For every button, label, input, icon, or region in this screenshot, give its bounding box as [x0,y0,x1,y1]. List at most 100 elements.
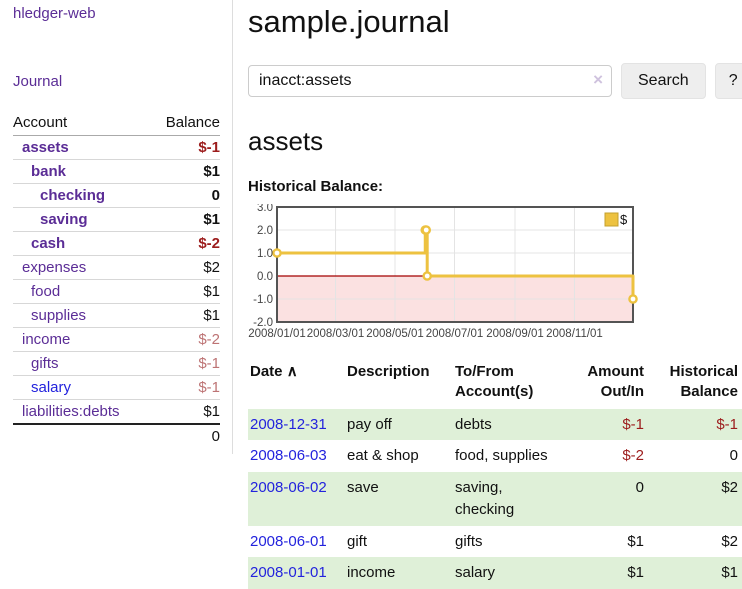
account-balance: $-1 [150,352,220,376]
account-balance: $1 [150,160,220,184]
svg-text:2008/01/01: 2008/01/01 [248,328,306,340]
transaction-amount: $-1 [573,409,648,441]
transaction-date-link[interactable]: 2008-06-01 [250,533,327,550]
transaction-description: save [345,472,453,526]
svg-text:3.0: 3.0 [257,204,273,214]
account-link-assets[interactable]: assets [22,139,69,156]
help-button[interactable]: ? [715,63,742,99]
transaction-description: gift [345,526,453,558]
account-balance: $1 [150,304,220,328]
account-link-salary[interactable]: salary [31,379,71,396]
app-layout: hledger-web Journal Account Balance asse… [0,0,742,589]
account-row: income $-2 [13,328,220,352]
account-row: assets $-1 [13,136,220,160]
search-box: × [248,65,612,97]
account-link-expenses[interactable]: expenses [22,259,86,276]
transaction-date-link[interactable]: 2008-12-31 [250,416,327,433]
transaction-balance: $2 [648,472,742,526]
clear-search-icon[interactable]: × [593,71,603,88]
account-row: checking 0 [13,184,220,208]
account-row: liabilities:debts $1 [13,400,220,425]
register-row: 2008-01-01 income salary $1 $1 [248,557,742,589]
sidebar-nav: Journal [13,73,220,90]
register-header-date[interactable]: Date ∧ [248,358,345,409]
transaction-date-link[interactable]: 2008-01-01 [250,564,327,581]
account-link-income[interactable]: income [22,331,70,348]
account-link-gifts[interactable]: gifts [31,355,59,372]
account-balance: $-2 [150,232,220,256]
main-content: sample.journal × Search ? assets Histori… [233,0,742,589]
account-link-bank[interactable]: bank [31,163,66,180]
transaction-accounts: salary [453,557,573,589]
register-header-row: Date ∧ Description To/From Account(s) Am… [248,358,742,409]
chart-title: Historical Balance: [248,178,742,195]
search-input[interactable] [248,65,612,97]
page-title: sample.journal [248,4,742,40]
transaction-date-link[interactable]: 2008-06-02 [250,479,327,496]
svg-text:$: $ [620,212,628,227]
register-row: 2008-06-03 eat & shop food, supplies $-2… [248,440,742,472]
transaction-description: pay off [345,409,453,441]
transaction-balance: 0 [648,440,742,472]
search-form: × Search ? [248,63,742,99]
transaction-amount: 0 [573,472,648,526]
transaction-amount: $1 [573,526,648,558]
account-balance: $1 [150,208,220,232]
svg-text:2008/11/01: 2008/11/01 [546,328,603,340]
register-header-balance: Historical Balance [648,358,742,409]
account-heading: assets [248,126,742,157]
svg-text:2008/07/01: 2008/07/01 [426,328,484,340]
date-header-label: Date [250,363,283,380]
account-balance: $-1 [150,136,220,160]
register-header-description: Description [345,358,453,409]
account-balance: $-1 [150,376,220,400]
svg-text:0.0: 0.0 [257,271,273,283]
sort-ascending-icon: ∧ [287,363,298,380]
transaction-date-link[interactable]: 2008-06-03 [250,447,327,464]
svg-text:2008/03/01: 2008/03/01 [307,328,365,340]
account-row: cash $-2 [13,232,220,256]
account-balance: $1 [150,400,220,425]
account-row: food $1 [13,280,220,304]
transaction-accounts: food, supplies [453,440,573,472]
accounts-total-row: 0 [13,424,220,448]
account-balance: $2 [150,256,220,280]
svg-text:2008/05/01: 2008/05/01 [366,328,424,340]
register-row: 2008-12-31 pay off debts $-1 $-1 [248,409,742,441]
account-row: expenses $2 [13,256,220,280]
account-row: saving $1 [13,208,220,232]
sidebar-item-journal[interactable]: Journal [13,73,62,90]
svg-text:1.0: 1.0 [257,248,273,260]
account-link-saving[interactable]: saving [40,211,88,228]
account-balance: $-2 [150,328,220,352]
sidebar: hledger-web Journal Account Balance asse… [0,0,233,454]
register-row: 2008-06-01 gift gifts $1 $2 [248,526,742,558]
transaction-amount: $-2 [573,440,648,472]
app-title-link[interactable]: hledger-web [13,5,96,22]
accounts-total-balance: 0 [150,424,220,448]
transaction-amount: $1 [573,557,648,589]
transaction-balance: $-1 [648,409,742,441]
account-balance: 0 [150,184,220,208]
transaction-description: eat & shop [345,440,453,472]
register-header-accounts: To/From Account(s) [453,358,573,409]
account-row: gifts $-1 [13,352,220,376]
accounts-header-row: Account Balance [13,111,220,136]
account-link-supplies[interactable]: supplies [31,307,86,324]
svg-text:-1.0: -1.0 [253,294,273,306]
svg-text:2008/09/01: 2008/09/01 [486,328,544,340]
account-balance: $1 [150,280,220,304]
account-row: salary $-1 [13,376,220,400]
transaction-balance: $2 [648,526,742,558]
transaction-accounts: saving, checking [453,472,573,526]
register-row: 2008-06-02 save saving, checking 0 $2 [248,472,742,526]
accounts-table: Account Balance assets $-1 bank $1 check… [13,111,220,448]
register-header-amount: Amount Out/In [573,358,648,409]
svg-text:2.0: 2.0 [257,225,273,237]
account-link-cash[interactable]: cash [31,235,65,252]
account-link-checking[interactable]: checking [40,187,105,204]
account-row: bank $1 [13,160,220,184]
account-link-liabilities-debts[interactable]: liabilities:debts [22,403,120,420]
account-link-food[interactable]: food [31,283,60,300]
search-button[interactable]: Search [621,63,706,99]
